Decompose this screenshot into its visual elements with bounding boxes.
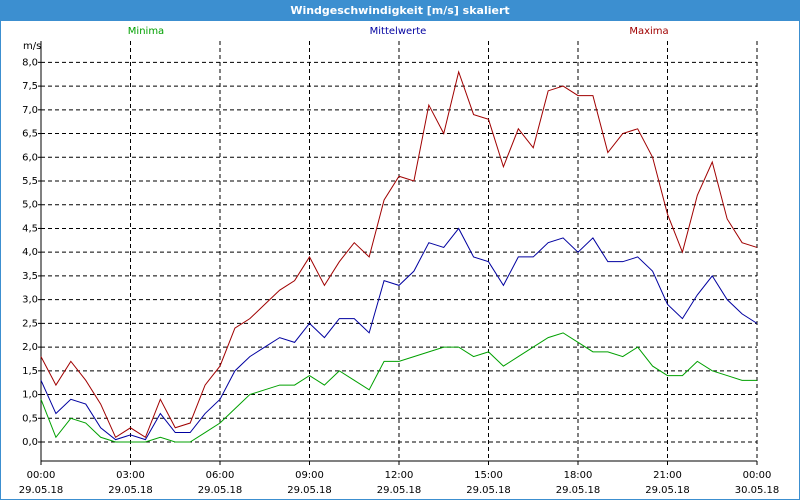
y-tick-label: 7,5: [22, 81, 38, 92]
x-tick-date: 29.05.18: [198, 485, 243, 496]
x-tick-label: 09:00: [295, 470, 324, 481]
y-axis-label: m/s: [23, 41, 41, 52]
series-line: [40, 70, 758, 439]
x-tick-label: 21:00: [653, 470, 682, 481]
y-tick-label: 4,5: [22, 223, 38, 234]
y-tick-label: 6,5: [22, 129, 38, 140]
y-tick-label: 2,0: [22, 342, 38, 353]
x-tick-date: 29.05.18: [287, 485, 332, 496]
x-tick-label: 03:00: [116, 470, 145, 481]
title-bar: Windgeschwindigkeit [m/s] skaliert: [1, 1, 799, 21]
y-tick-label: 0,5: [22, 413, 38, 424]
y-tick-label: 7,0: [22, 105, 38, 116]
y-tick-label: 8,0: [22, 57, 38, 68]
x-tick-label: 00:00: [27, 470, 56, 481]
chart: m/s 0,0 0,5 1,0 1,5 2,0 2,5 3,0 3,5 4,0 4,5 5,0 5,5…: [19, 26, 780, 496]
x-tick-date: 29.05.18: [556, 485, 601, 496]
series-line: [40, 227, 758, 441]
y-tick-label: 0,0: [22, 437, 38, 448]
y-tick-label: 2,5: [22, 318, 38, 329]
x-tick-date: 30.05.18: [735, 485, 780, 496]
legend-label: Maxima: [629, 26, 668, 37]
legend-label: Mittelwerte: [370, 26, 427, 37]
y-tick-label: 1,0: [22, 390, 38, 401]
x-tick-label: 06:00: [206, 470, 235, 481]
y-tick-label: 3,0: [22, 295, 38, 306]
x-tick-date: 29.05.18: [19, 485, 64, 496]
x-tick-date: 29.05.18: [466, 485, 511, 496]
y-tick-label: 3,5: [22, 271, 38, 282]
y-tick-label: 4,0: [22, 247, 38, 258]
x-tick-label: 12:00: [385, 470, 414, 481]
x-tick-label: 15:00: [474, 470, 503, 481]
series-line: [40, 332, 757, 443]
x-tick-date: 29.05.18: [108, 485, 153, 496]
x-tick-label: 18:00: [564, 470, 593, 481]
y-tick-label: 1,5: [22, 366, 38, 377]
y-tick-label: 5,5: [22, 176, 38, 187]
legend-label: Minima: [128, 26, 164, 37]
x-tick-label: 00:00: [743, 470, 772, 481]
y-tick-label: 6,0: [22, 152, 38, 163]
x-tick-date: 29.05.18: [377, 485, 422, 496]
x-tick-date: 29.05.18: [645, 485, 690, 496]
y-tick-label: 5,0: [22, 200, 38, 211]
